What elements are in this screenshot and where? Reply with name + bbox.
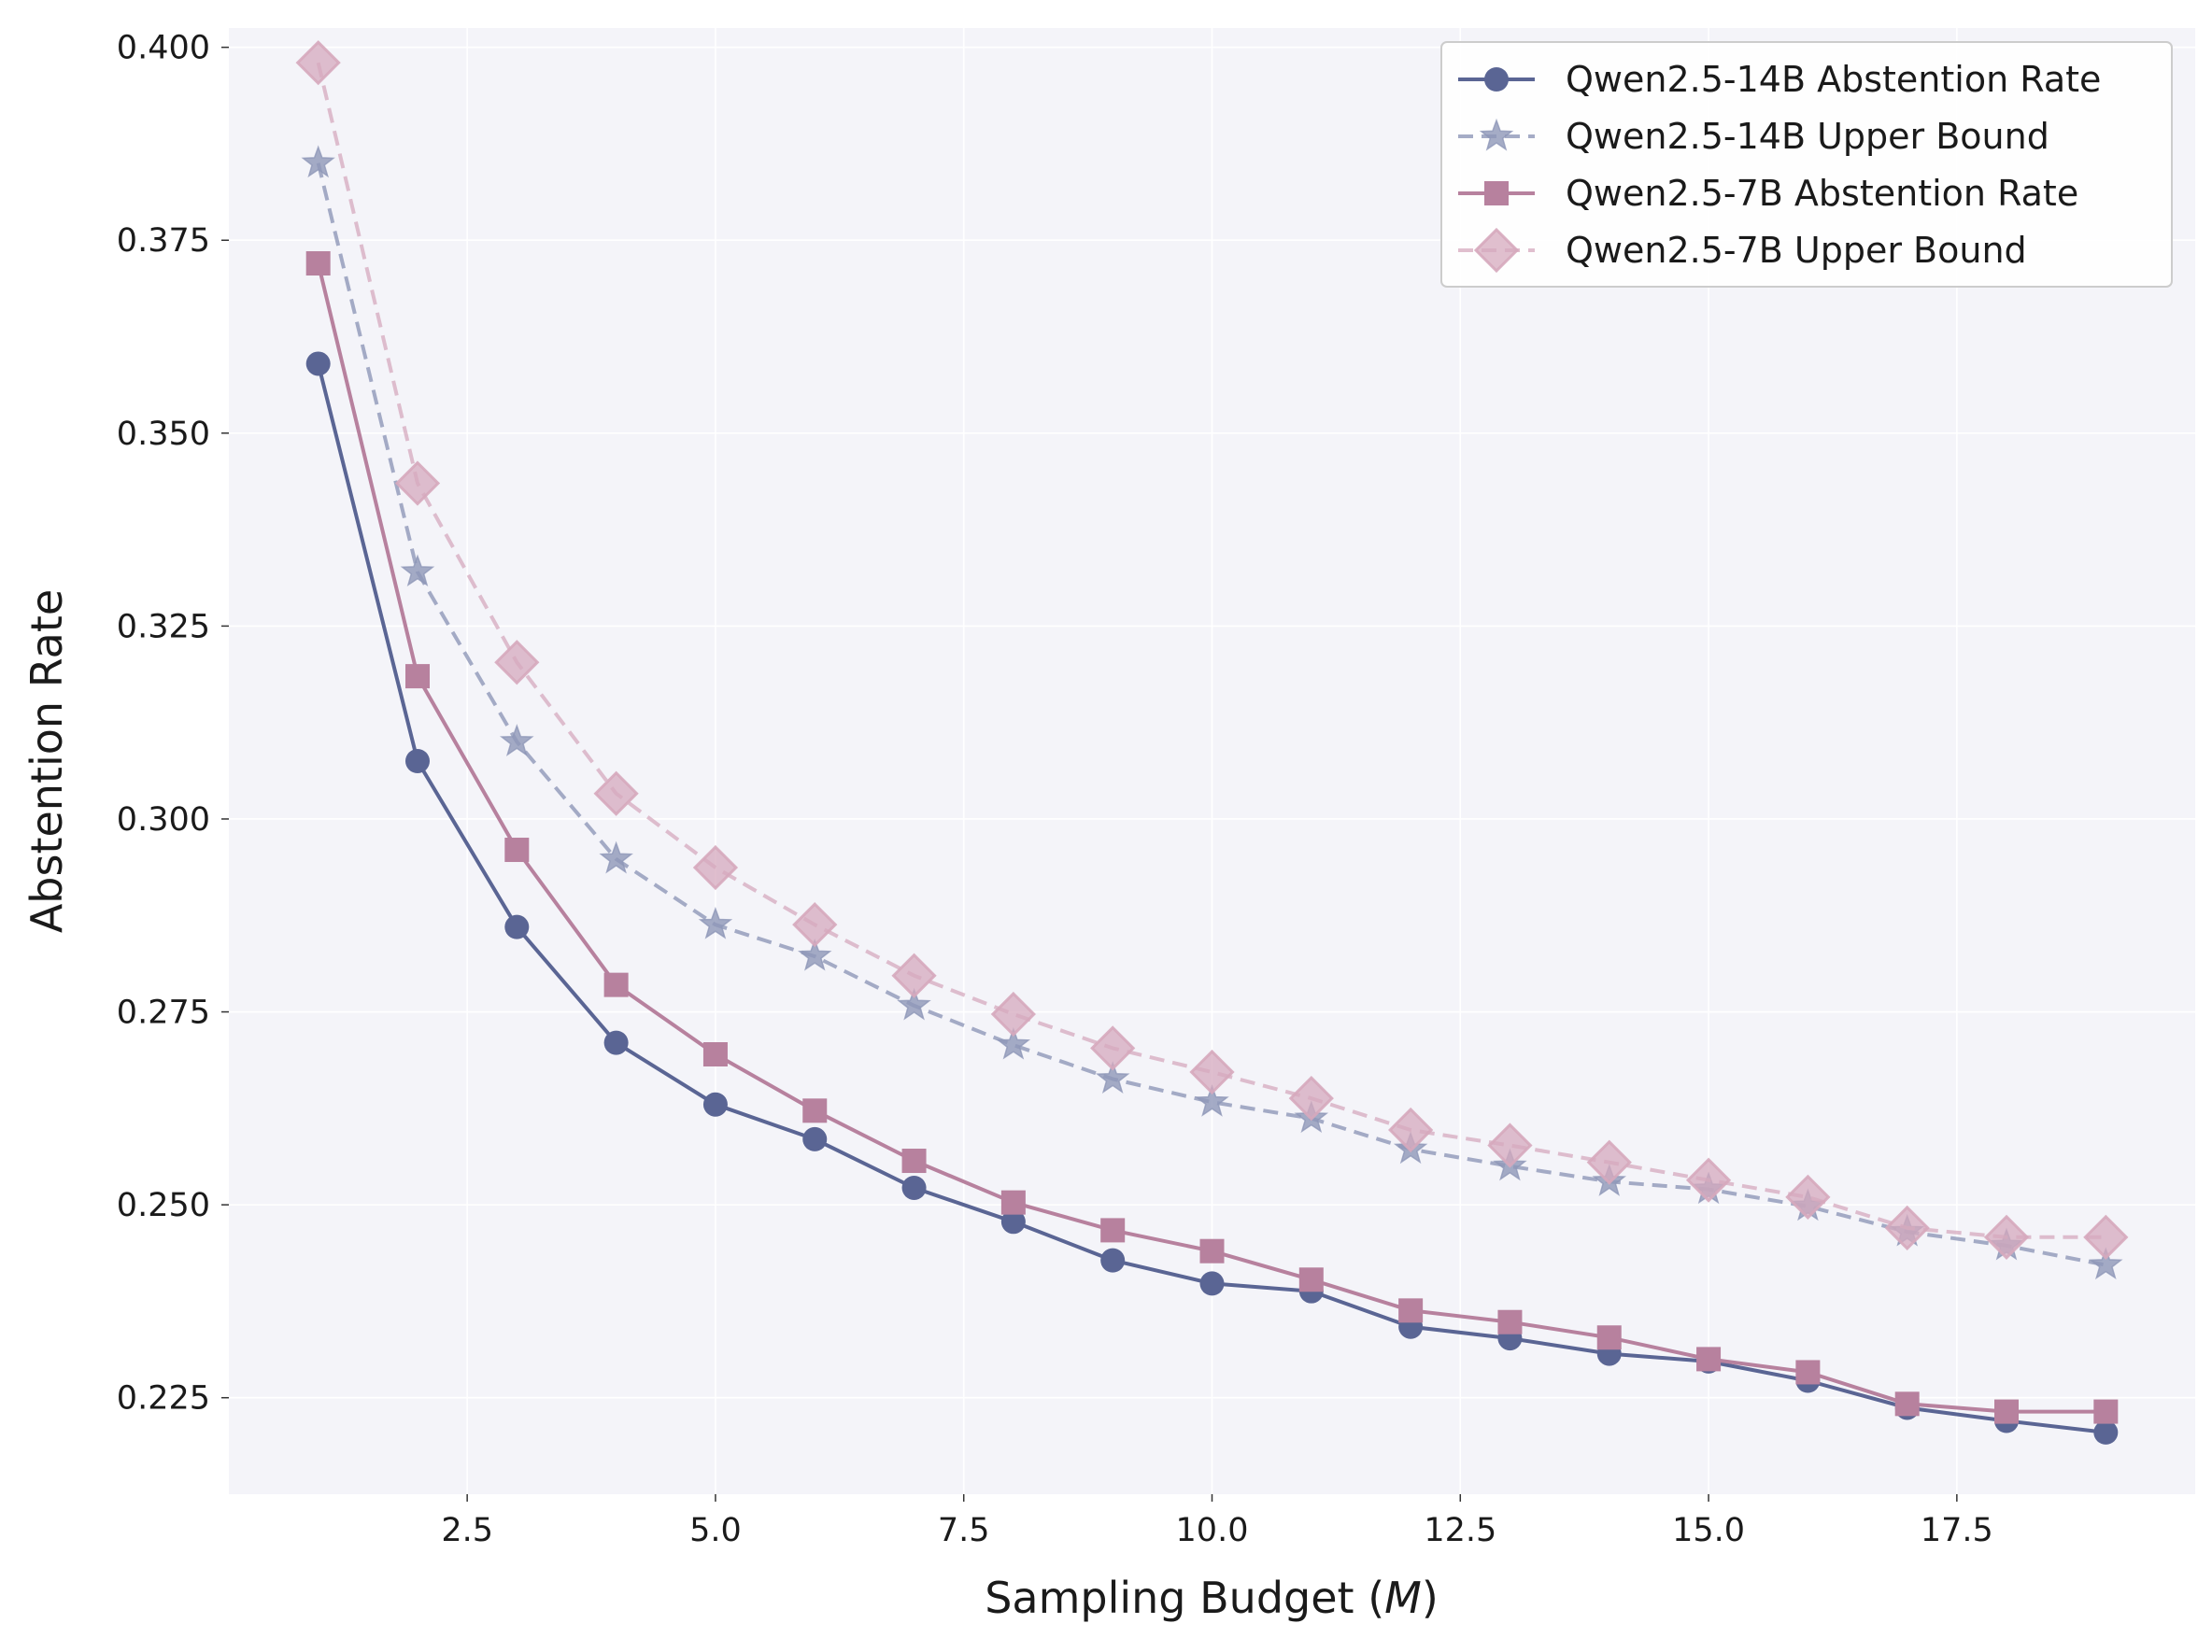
x-tick-label: 15.0	[1672, 1512, 1745, 1549]
data-point	[1298, 1267, 1324, 1292]
data-point	[1199, 1238, 1225, 1264]
data-point	[603, 1030, 629, 1055]
y-tick-label: 0.300	[117, 801, 210, 839]
data-point	[891, 953, 937, 998]
legend-swatch-marker	[1479, 118, 1514, 151]
x-tick-label: 5.0	[689, 1512, 742, 1549]
data-point	[1000, 1190, 1026, 1215]
data-point	[404, 749, 430, 773]
data-point	[305, 351, 331, 376]
legend[interactable]: Qwen2.5-14B Abstention Rate Qwen2.5-14B U…	[1440, 41, 2173, 288]
data-point	[1000, 1209, 1026, 1235]
x-tick-label: 2.5	[441, 1512, 493, 1549]
data-point	[698, 907, 733, 939]
data-point	[1994, 1399, 2020, 1424]
x-tick-label: 10.0	[1176, 1512, 1249, 1549]
data-point	[702, 1092, 728, 1117]
y-tick-label: 0.250	[117, 1187, 210, 1224]
data-point	[1388, 1107, 1434, 1153]
y-axis-label: Abstention Rate	[21, 589, 72, 933]
series-layer	[295, 40, 2129, 1445]
legend-label: Qwen2.5-14B Abstention Rate	[1566, 59, 2101, 100]
data-point	[1195, 1083, 1229, 1117]
data-point	[1596, 1325, 1622, 1350]
legend-label: Qwen2.5-14B Upper Bound	[1566, 116, 2049, 157]
data-point	[1090, 1025, 1136, 1071]
legend-item[interactable]: Qwen2.5-7B Abstention Rate	[1458, 173, 2078, 214]
data-point	[1884, 1205, 1930, 1251]
legend-item[interactable]: Qwen2.5-14B Abstention Rate	[1458, 59, 2101, 100]
data-point	[897, 987, 931, 1021]
data-point	[901, 1149, 927, 1174]
data-point	[394, 460, 441, 506]
legend-item[interactable]: Qwen2.5-7B Upper Bound	[1458, 227, 2027, 274]
data-point	[1983, 1214, 2030, 1260]
data-point	[1398, 1298, 1424, 1323]
y-tick-label: 0.225	[117, 1380, 210, 1418]
data-point	[494, 640, 540, 685]
series-qwen2-5-7b-upper-bound	[295, 40, 2129, 1260]
data-point	[2083, 1214, 2129, 1260]
data-point	[802, 1098, 828, 1123]
data-point	[1288, 1075, 1334, 1122]
series-qwen2-5-7b-abstention-rate	[305, 251, 2119, 1424]
data-point	[1497, 1309, 1523, 1334]
legend-swatch-marker	[1484, 181, 1509, 205]
data-point	[1199, 1271, 1225, 1296]
data-point	[499, 724, 534, 756]
legend-label: Qwen2.5-7B Abstention Rate	[1566, 173, 2078, 214]
data-point	[1189, 1049, 1235, 1095]
data-point	[1795, 1360, 1821, 1385]
legend-swatch-marker	[1484, 67, 1509, 92]
data-point	[1487, 1123, 1533, 1168]
data-point	[802, 1126, 828, 1151]
y-axis-ticks: 0.225 0.250 0.275 0.300 0.325 0.350 0.375 0.400	[117, 30, 229, 1418]
data-point	[1100, 1218, 1126, 1243]
data-point	[2089, 1247, 2123, 1280]
grid	[229, 28, 2195, 1494]
data-point	[305, 251, 331, 276]
x-tick-label: 17.5	[1921, 1512, 1993, 1549]
data-point	[792, 902, 838, 948]
y-tick-label: 0.400	[117, 30, 210, 67]
data-point	[996, 1026, 1031, 1060]
x-axis-ticks: 2.5 5.0 7.5 10.0 12.5 15.0 17.5	[441, 1494, 1993, 1549]
data-point	[798, 938, 832, 971]
data-point	[603, 972, 629, 997]
data-point	[504, 838, 530, 863]
data-point	[599, 840, 633, 874]
data-point	[593, 770, 639, 816]
data-point	[702, 1042, 728, 1066]
data-point	[901, 1175, 927, 1200]
y-tick-label: 0.325	[117, 608, 210, 645]
data-point	[1696, 1347, 1722, 1372]
data-point	[1586, 1139, 1632, 1185]
data-point	[504, 914, 530, 939]
data-point	[1095, 1061, 1130, 1094]
legend-item[interactable]: Qwen2.5-14B Upper Bound	[1458, 116, 2049, 157]
x-axis-label: Sampling Budget (M)	[985, 1573, 1439, 1623]
data-point	[1894, 1391, 1920, 1417]
y-tick-label: 0.375	[117, 222, 210, 260]
data-point	[2093, 1419, 2119, 1445]
data-point	[692, 844, 739, 891]
data-point	[1785, 1174, 1831, 1220]
legend-label: Qwen2.5-7B Upper Bound	[1566, 230, 2027, 271]
data-point	[301, 145, 335, 178]
data-point	[1685, 1157, 1732, 1203]
data-point	[404, 664, 430, 689]
data-point	[400, 554, 435, 587]
x-tick-label: 7.5	[938, 1512, 990, 1549]
data-point	[1100, 1248, 1126, 1273]
legend-box	[1440, 41, 2173, 288]
y-tick-label: 0.350	[117, 416, 210, 453]
data-point	[295, 40, 341, 86]
data-point	[990, 991, 1036, 1038]
legend-swatch-marker	[1473, 227, 1520, 274]
x-tick-label: 12.5	[1424, 1512, 1496, 1549]
data-point	[2093, 1399, 2119, 1424]
y-tick-label: 0.275	[117, 995, 210, 1032]
